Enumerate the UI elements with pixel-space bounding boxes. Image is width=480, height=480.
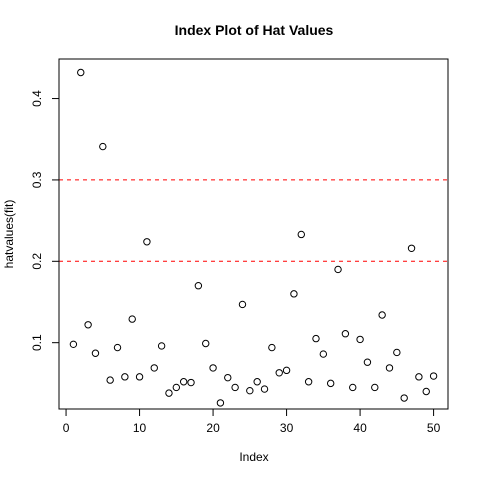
data-point: [415, 373, 423, 381]
data-point: [187, 378, 195, 387]
data-point: [393, 348, 401, 357]
data-point: [349, 383, 357, 392]
y-tick-label: 0.3: [30, 171, 44, 188]
data-point: [106, 376, 114, 384]
data-point: [282, 366, 291, 375]
data-point: [172, 383, 181, 392]
y-axis-label: hatvalues(fit): [2, 200, 16, 269]
y-tick-label: 0.4: [30, 90, 44, 107]
data-point: [378, 311, 386, 319]
data-point: [121, 373, 129, 381]
data-point: [246, 386, 254, 395]
data-point: [422, 387, 430, 396]
data-point: [407, 244, 416, 252]
data-point: [326, 379, 335, 388]
x-tick-label: 40: [353, 421, 367, 435]
data-point: [304, 378, 313, 386]
data-point: [99, 142, 107, 151]
x-tick-label: 10: [133, 421, 147, 435]
data-point: [319, 350, 328, 358]
y-axis: 0.1 0.2 0.3 0.4: [30, 90, 60, 351]
data-point: [150, 364, 158, 372]
data-point: [341, 330, 350, 338]
data-point: [371, 383, 379, 392]
data-point: [268, 343, 276, 352]
reference-lines: [59, 179, 448, 262]
data-point: [128, 315, 136, 323]
data-point: [179, 378, 188, 386]
data-point: [202, 339, 210, 348]
data-point: [143, 238, 151, 246]
data-point: [400, 394, 408, 402]
x-tick-label: 0: [63, 421, 70, 435]
data-point: [275, 369, 283, 377]
x-tick-label: 20: [206, 421, 220, 435]
data-point: [290, 290, 298, 298]
data-point: [69, 340, 78, 349]
chart-title: Index Plot of Hat Values: [175, 22, 334, 38]
data-point: [91, 349, 100, 357]
data-point: [165, 389, 173, 397]
data-point: [253, 378, 261, 386]
data-point: [312, 334, 320, 343]
y-tick-label: 0.1: [30, 334, 44, 351]
data-point: [84, 321, 92, 329]
x-tick-label: 50: [427, 421, 441, 435]
data-point: [363, 358, 372, 366]
data-points: [69, 68, 438, 407]
data-point: [77, 68, 85, 77]
x-axis: 0 10 20 30 40 50: [63, 408, 441, 435]
x-tick-label: 30: [280, 421, 294, 435]
data-point: [385, 364, 394, 372]
data-point: [260, 385, 269, 393]
data-point: [157, 342, 166, 350]
data-point: [194, 282, 203, 290]
data-point: [216, 399, 225, 407]
data-point: [238, 300, 247, 309]
data-point: [356, 335, 364, 344]
data-point: [209, 364, 217, 372]
data-point: [224, 373, 232, 382]
x-axis-label: Index: [239, 450, 268, 464]
y-tick-label: 0.2: [30, 253, 44, 270]
data-point: [334, 265, 342, 274]
data-point: [231, 383, 239, 392]
plot-frame: [58, 58, 449, 410]
data-point: [429, 372, 438, 380]
data-point: [297, 230, 305, 239]
data-point: [135, 373, 144, 381]
data-point: [113, 343, 122, 352]
